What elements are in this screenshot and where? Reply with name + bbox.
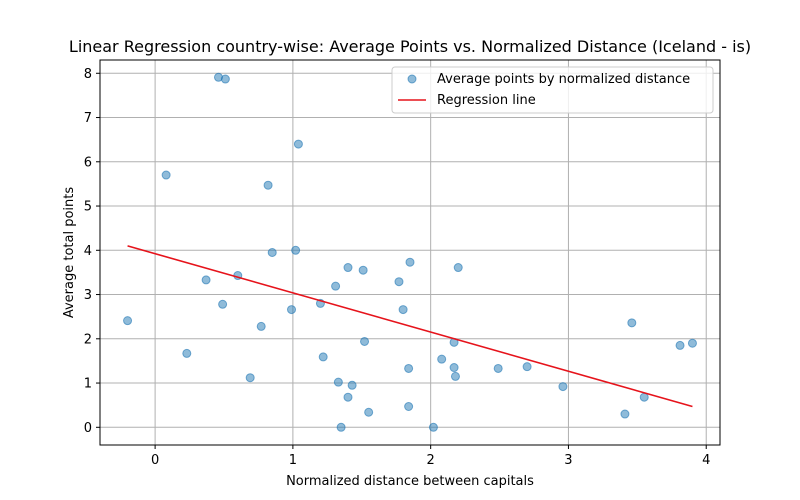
scatter-point [627, 318, 637, 328]
scatter-point [360, 336, 370, 346]
scatter-point [318, 352, 328, 362]
regression-line [127, 245, 693, 408]
scatter-point [404, 363, 414, 373]
y-tick-label: 1 [84, 377, 92, 392]
scatter-point [287, 305, 297, 315]
legend-label-regression: Regression line [437, 93, 536, 108]
scatter-point [123, 316, 133, 326]
scatter-point [201, 275, 211, 285]
scatter-point [347, 380, 357, 390]
legend-scatter-marker [407, 74, 417, 84]
y-tick-label: 2 [84, 332, 92, 347]
x-tick-label: 0 [151, 453, 159, 468]
scatter-point [405, 257, 415, 267]
x-axis-label: Normalized distance between capitals [286, 474, 534, 489]
scatter-point [398, 305, 408, 315]
scatter-point [263, 180, 273, 190]
y-tick-label: 5 [84, 200, 92, 215]
y-axis-label: Average total points [62, 187, 77, 319]
x-tick-label: 1 [289, 453, 297, 468]
scatter-point [343, 263, 353, 273]
y-tick-label: 7 [84, 111, 92, 126]
tick-layer: 0 1 2 3 4 0 1 2 3 4 5 6 7 8 [84, 67, 711, 468]
scatter-point [449, 363, 459, 373]
scatter-point [620, 409, 630, 419]
scatter-point [450, 371, 460, 381]
scatter-point [331, 281, 341, 291]
scatter-point [558, 382, 568, 392]
scatter-point [687, 338, 697, 348]
x-tick-label: 3 [564, 453, 572, 468]
scatter-point [267, 248, 277, 257]
legend-box [391, 66, 714, 114]
scatter-point [220, 74, 230, 84]
y-tick-label: 8 [84, 67, 92, 82]
scatter-point [336, 422, 346, 432]
scatter-point [161, 170, 171, 180]
legend-label-points: Average points by normalized distance [437, 72, 690, 87]
scatter-point [404, 402, 414, 411]
scatter-point [394, 277, 404, 287]
scatter-point [343, 392, 353, 402]
scatter-point [493, 363, 503, 373]
scatter-point [428, 422, 438, 432]
chart-title: Linear Regression country-wise: Average … [69, 37, 751, 56]
scatter-point [293, 139, 303, 149]
y-tick-label: 4 [84, 244, 92, 259]
scatter-point [245, 373, 255, 383]
scatter-point [453, 263, 463, 273]
legend: Average points by normalized distance Re… [391, 66, 714, 114]
scatter-point [522, 362, 532, 372]
scatter-point [256, 321, 266, 331]
plot-frame [99, 59, 721, 446]
series-layer [123, 72, 697, 432]
scatter-point [333, 377, 343, 387]
y-tick-label: 0 [84, 421, 92, 436]
scatter-point [437, 354, 447, 364]
scatter-point [291, 245, 301, 255]
scatter-point [364, 407, 374, 417]
scatter-point [675, 340, 685, 350]
y-tick-label: 6 [84, 155, 92, 170]
scatter-point [218, 299, 228, 309]
x-tick-label: 4 [702, 453, 710, 468]
x-tick-label: 2 [427, 453, 435, 468]
scatter-point [182, 348, 192, 358]
y-tick-label: 3 [84, 288, 92, 303]
scatter-point [358, 265, 368, 275]
